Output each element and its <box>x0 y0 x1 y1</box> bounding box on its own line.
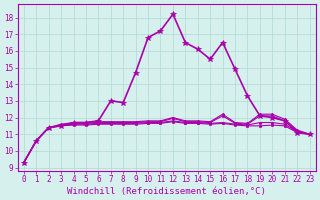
X-axis label: Windchill (Refroidissement éolien,°C): Windchill (Refroidissement éolien,°C) <box>67 187 266 196</box>
